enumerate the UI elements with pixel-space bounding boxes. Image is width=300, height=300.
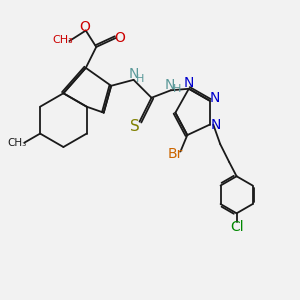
Text: N: N xyxy=(211,118,221,132)
Text: Cl: Cl xyxy=(230,220,243,234)
Text: N: N xyxy=(164,78,175,92)
Text: H: H xyxy=(173,84,181,94)
Text: Br: Br xyxy=(168,148,183,161)
Text: H: H xyxy=(136,74,144,84)
Text: S: S xyxy=(130,118,140,134)
Text: CH₃: CH₃ xyxy=(52,35,73,45)
Text: N: N xyxy=(210,91,220,105)
Text: N: N xyxy=(129,68,140,82)
Text: CH₃: CH₃ xyxy=(8,138,27,148)
Text: O: O xyxy=(115,31,126,45)
Text: N: N xyxy=(184,76,194,90)
Text: O: O xyxy=(80,20,90,34)
